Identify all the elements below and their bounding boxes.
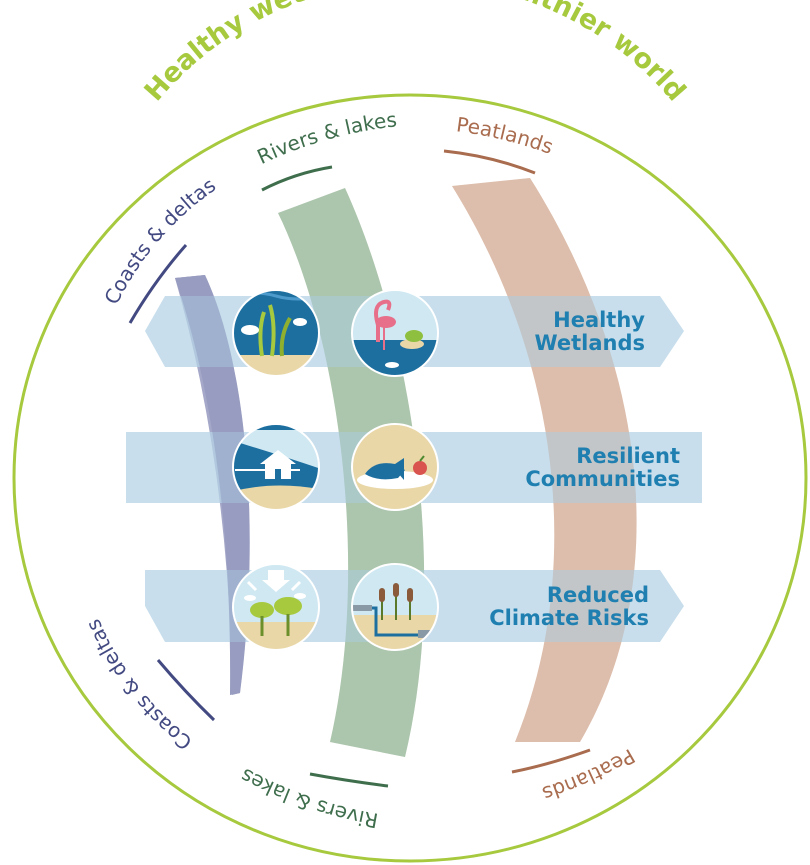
outer-ring [12,93,808,863]
label-resilient-line1: Resilient [576,444,680,468]
coasts-deltas-overlap [175,275,250,695]
coasts-bottom-line [156,659,216,722]
rivers-top-line [261,165,333,192]
peat-bottom-line [511,748,591,774]
cattail-pipe-icon [352,564,438,650]
coasts-top-line [128,244,188,324]
label-resilient-communities: Resilient Communities [440,445,680,491]
peatlands-label-bottom: Peatlands [539,744,639,806]
label-healthy-line2: Wetlands [534,331,645,355]
label-reduced-climate-risks: Reduced Climate Risks [440,584,649,630]
label-healthy-line1: Healthy [553,308,645,332]
fish-seagrass-icon [233,290,319,376]
rivers-lakes-label-bottom: Rivers & lakes [236,764,380,833]
label-reduced-line2: Climate Risks [489,606,649,630]
peatlands-overlap [452,178,637,742]
peat-top-line [443,149,536,175]
peatlands-label-top: Peatlands [455,112,557,159]
rivers-bottom-line [309,772,389,788]
label-healthy-wetlands: Healthy Wetlands [440,309,645,355]
label-reduced-line1: Reduced [546,583,649,607]
diagram-title: Healthy wetlands for a healthier world [139,0,692,107]
fish-catch-icon [352,424,438,510]
label-resilient-line2: Communities [525,467,680,491]
